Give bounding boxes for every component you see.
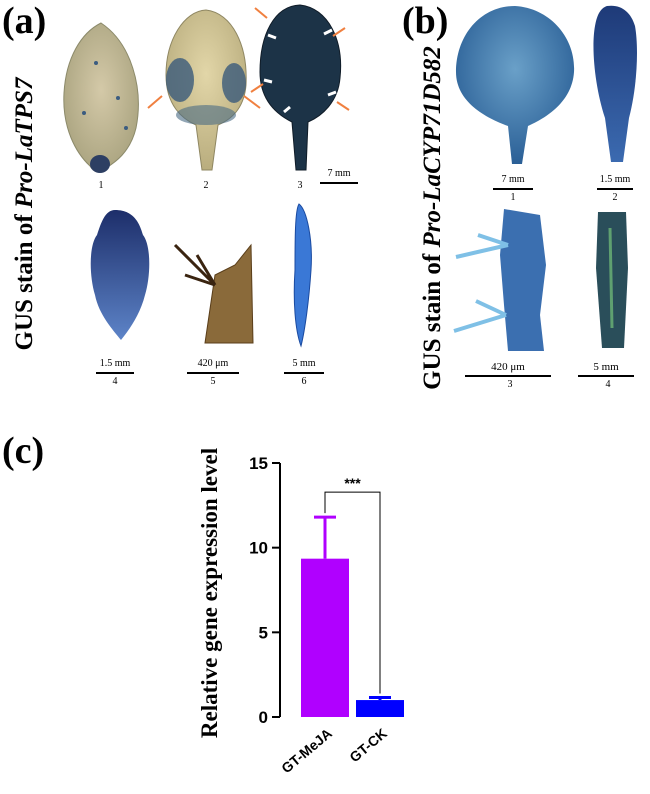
scale-text: 7 mm [327,168,351,179]
image-number: 1 [98,180,104,191]
scale-text: 5 mm [292,358,316,369]
stem-image-a6 [293,203,312,348]
image-number: 2 [612,192,618,203]
image-number: 2 [203,180,209,191]
bar-gt-meja [301,558,349,717]
image-number: 3 [297,180,303,191]
y-tick-label: 5 [259,623,268,642]
scale-bar [597,188,633,190]
leaf-image-a2 [165,9,247,171]
scale-bar [465,375,551,377]
significance-bracket [324,491,381,694]
scale-bar [320,182,358,184]
y-tick-label: 0 [259,708,268,727]
scale-bar [578,375,634,377]
panel-a-label: (a) [2,0,47,42]
leaf-image-a3 [259,4,342,171]
scale-text: 1.5 mm [99,358,131,369]
scale-text: 7 mm [501,174,525,185]
stem-image-b4 [596,212,628,348]
significance-label: *** [344,475,361,491]
bar-gt-ck [356,700,404,717]
scale-bar [187,372,239,374]
trichome-image-a5 [173,243,254,344]
y-tick-label: 10 [249,539,268,558]
image-number: 4 [112,376,118,387]
flower-image-b2 [593,5,637,162]
arrow-markers-a3 [250,7,350,111]
leaf-image-b1 [456,6,575,164]
image-number: 4 [605,379,611,390]
leaf-image-a1 [63,22,139,173]
image-number: 1 [510,192,516,203]
panel-a-side-label: GUS stain of Pro-LaTPS7 [11,77,38,351]
y-tick-label: 15 [249,454,268,473]
flower-image-a4 [90,210,150,340]
x-tick-label: GT-CK [346,725,390,765]
image-number: 3 [507,379,513,390]
scale-text: 1.5 mm [599,174,631,185]
panel-c-label: (c) [2,430,45,472]
x-tick-label: GT-MeJA [278,725,335,776]
scale-bar [284,372,324,374]
panel-b-label: (b) [402,0,449,42]
scale-text: 420 μm [491,361,525,373]
scale-text: 5 mm [593,361,619,373]
image-number: 5 [210,376,216,387]
scale-bar [493,188,533,190]
image-number: 6 [301,376,307,387]
arrow-markers-a2 [147,95,261,109]
scale-text: 420 μm [197,358,229,369]
panel-b-side-label: GUS stain of Pro-LaCYP71D582 [419,46,446,390]
bar-chart: 0 5 10 15 GT-MeJA GT-CK *** [249,454,404,776]
trichome-image-b3 [453,209,546,351]
scale-bar [96,372,134,374]
